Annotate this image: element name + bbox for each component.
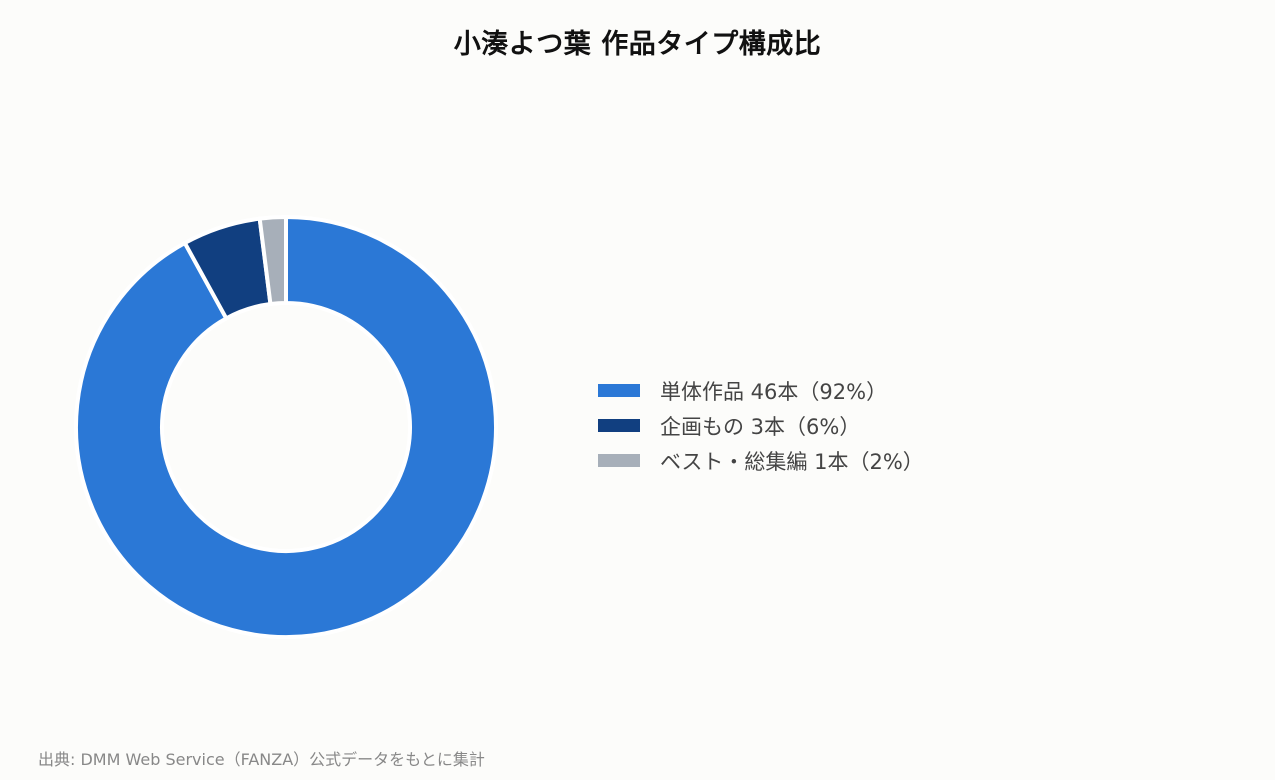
legend-item-best: ベスト・総集編 1本（2%） [598,443,924,478]
slice-best [257,214,288,307]
legend-label-best: ベスト・総集編 1本（2%） [660,449,924,474]
source-note: 出典: DMM Web Service（FANZA）公式データをもとに集計 [38,750,485,769]
legend-label-tandai: 単体作品 46本（92%） [660,379,888,404]
chart-title: 小湊よつ葉 作品タイプ構成比 [453,29,822,60]
legend-swatch-best [598,454,640,467]
legend-label-kikaku: 企画もの 3本（6%） [660,414,861,439]
slice-tandai [74,214,498,639]
legend: 単体作品 46本（92%） 企画もの 3本（6%） ベスト・総集編 1本（2%） [598,373,924,478]
legend-swatch-kikaku [598,419,640,432]
legend-swatch-tandai [598,384,640,397]
donut-slices [74,214,498,639]
legend-item-tandai: 単体作品 46本（92%） [598,373,924,408]
legend-item-kikaku: 企画もの 3本（6%） [598,408,924,443]
